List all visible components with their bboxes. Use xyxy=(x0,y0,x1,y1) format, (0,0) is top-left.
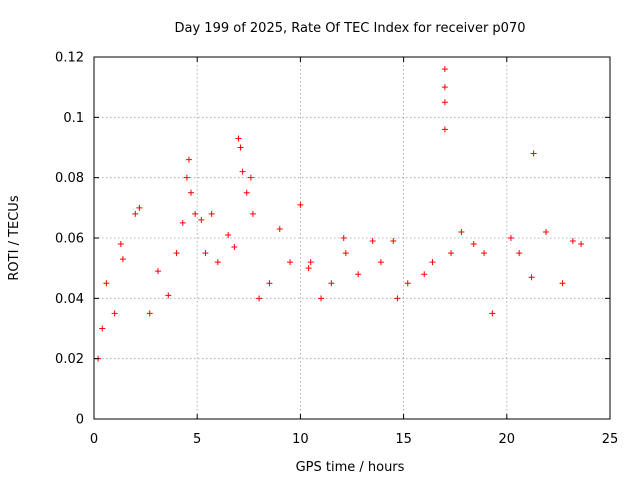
data-point xyxy=(421,271,428,278)
data-point xyxy=(225,231,232,238)
y-tick-label: 0.08 xyxy=(55,171,84,186)
data-point xyxy=(235,135,242,142)
data-point xyxy=(369,238,376,245)
data-point xyxy=(249,210,256,217)
data-point xyxy=(243,189,250,196)
data-point xyxy=(165,292,172,299)
data-point xyxy=(188,189,195,196)
data-point xyxy=(530,150,537,157)
y-tick-label: 0.12 xyxy=(55,51,84,66)
data-point xyxy=(119,256,126,263)
x-tick-label: 0 xyxy=(90,432,98,447)
data-points xyxy=(95,66,585,362)
x-axis-ticks: 0 5 10 15 20 25 xyxy=(90,57,618,447)
grid xyxy=(94,57,610,419)
data-point xyxy=(237,144,244,151)
data-point xyxy=(173,250,180,257)
data-point xyxy=(202,250,209,257)
data-point xyxy=(318,295,325,302)
data-point xyxy=(287,259,294,266)
data-point xyxy=(231,244,238,251)
data-point xyxy=(239,168,246,175)
data-point xyxy=(404,280,411,287)
data-point xyxy=(441,66,448,73)
x-axis-label: GPS time / hours xyxy=(296,460,405,475)
y-tick-label: 0 xyxy=(76,413,84,428)
data-point xyxy=(470,241,477,248)
y-axis-ticks: 0 0.02 0.04 0.06 0.08 0.1 0.12 xyxy=(55,51,610,428)
data-point xyxy=(458,228,465,235)
x-tick-label: 25 xyxy=(602,432,619,447)
x-tick-label: 15 xyxy=(395,432,412,447)
chart-title: Day 199 of 2025, Rate Of TEC Index for r… xyxy=(175,21,526,36)
data-point xyxy=(390,238,397,245)
y-tick-label: 0.04 xyxy=(55,292,84,307)
data-point xyxy=(154,268,161,275)
data-point xyxy=(429,259,436,266)
data-point xyxy=(307,259,314,266)
data-point xyxy=(342,250,349,257)
data-point xyxy=(394,295,401,302)
data-point xyxy=(179,219,186,226)
data-point xyxy=(543,228,550,235)
data-point xyxy=(328,280,335,287)
y-tick-label: 0.1 xyxy=(63,111,84,126)
data-point xyxy=(489,310,496,317)
data-point xyxy=(111,310,118,317)
data-point xyxy=(192,210,199,217)
y-tick-label: 0.06 xyxy=(55,232,84,247)
data-point xyxy=(448,250,455,257)
data-point xyxy=(103,280,110,287)
data-point xyxy=(569,238,576,245)
data-point xyxy=(266,280,273,287)
data-point xyxy=(256,295,263,302)
data-point xyxy=(247,174,254,181)
data-point xyxy=(578,241,585,248)
data-point xyxy=(441,84,448,91)
data-point xyxy=(441,126,448,133)
data-point xyxy=(183,174,190,181)
y-tick-label: 0.02 xyxy=(55,352,84,367)
x-tick-label: 10 xyxy=(292,432,309,447)
data-point xyxy=(516,250,523,257)
data-point xyxy=(276,225,283,232)
data-point xyxy=(185,156,192,163)
data-point xyxy=(132,210,139,217)
data-point xyxy=(441,99,448,106)
data-point xyxy=(136,204,143,211)
data-point xyxy=(198,216,205,223)
data-point xyxy=(559,280,566,287)
data-point xyxy=(305,265,312,272)
x-tick-label: 20 xyxy=(499,432,516,447)
data-point xyxy=(117,241,124,248)
data-point xyxy=(214,259,221,266)
data-point xyxy=(377,259,384,266)
data-point xyxy=(340,235,347,241)
data-point xyxy=(297,201,304,208)
data-point xyxy=(528,274,535,281)
data-point xyxy=(208,210,215,217)
data-point xyxy=(481,250,488,257)
data-point xyxy=(507,235,514,241)
x-tick-label: 5 xyxy=(193,432,201,447)
data-point xyxy=(355,271,362,278)
data-point xyxy=(99,325,106,332)
y-axis-label: ROTI / TECUs xyxy=(7,195,22,280)
data-point xyxy=(146,310,153,317)
